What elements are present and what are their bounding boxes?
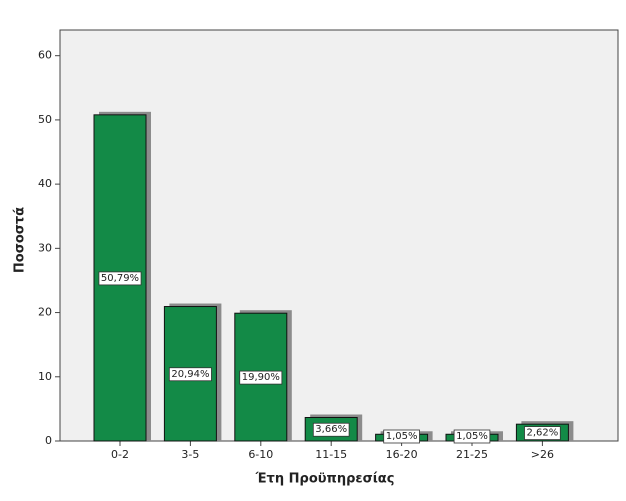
x-tick-label: >26	[531, 448, 554, 461]
value-label-box	[239, 370, 283, 385]
value-label: 20,94%	[171, 369, 209, 380]
x-axis-label: Έτη Προϋπηρεσίας	[255, 472, 395, 487]
value-label: 1,05%	[456, 431, 488, 442]
value-label: 19,90%	[242, 372, 280, 383]
x-tick-label: 21-25	[456, 448, 488, 461]
value-label: 1,05%	[386, 431, 418, 442]
y-tick-label: 50	[38, 113, 52, 126]
y-tick-label: 60	[38, 49, 52, 62]
x-tick-label: 6-10	[248, 448, 273, 461]
x-tick-label: 11-15	[315, 448, 347, 461]
value-label: 3,66%	[315, 424, 347, 435]
y-tick-label: 0	[45, 434, 52, 447]
x-tick-label: 3-5	[181, 448, 199, 461]
value-label-box	[383, 429, 420, 444]
x-tick-label: 16-20	[386, 448, 418, 461]
x-tick-label: 0-2	[111, 448, 129, 461]
value-label-box	[98, 271, 142, 286]
value-label-box	[524, 426, 561, 440]
value-label: 50,79%	[101, 273, 139, 284]
value-label-box	[168, 367, 212, 382]
value-label-box	[453, 429, 491, 444]
value-label: 2,62%	[527, 428, 559, 439]
y-tick-label: 30	[38, 241, 52, 254]
y-tick-label: 40	[38, 177, 52, 190]
y-axis-label: Ποσοστά	[13, 207, 28, 273]
y-tick-label: 10	[38, 370, 52, 383]
value-label-box	[312, 422, 350, 437]
plot-area	[59, 29, 619, 442]
y-tick-label: 20	[38, 306, 52, 319]
